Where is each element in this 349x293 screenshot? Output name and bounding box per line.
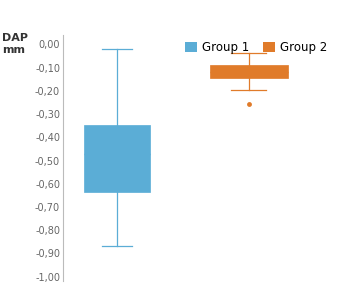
Text: DAP
mm: DAP mm <box>2 33 28 55</box>
Legend: Group 1, Group 2: Group 1, Group 2 <box>185 41 327 54</box>
Bar <box>210 65 288 78</box>
Bar <box>84 125 150 192</box>
